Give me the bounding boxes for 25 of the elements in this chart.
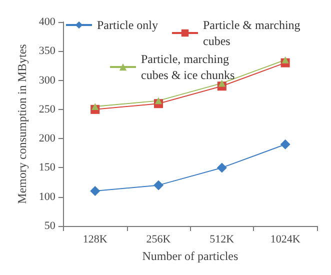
legend-label: Particle & marching cubes (203, 18, 304, 48)
y-axis-title: Memory consumption in MBytes (15, 44, 29, 204)
y-tick-label: 100 (38, 190, 56, 203)
y-tick-label: 250 (38, 103, 56, 116)
x-tick-label: 128K (82, 234, 108, 246)
point (282, 56, 289, 64)
y-tick-label: 200 (38, 132, 56, 145)
y-tick-label: 350 (38, 45, 56, 58)
y-tick-label: 50 (44, 220, 56, 232)
point (90, 186, 100, 196)
y-tick-label: 150 (38, 162, 56, 174)
y-tick-label: 400 (38, 16, 56, 28)
y-tick-label: 300 (38, 74, 56, 86)
point (218, 80, 226, 87)
x-tick-label: 512K (210, 234, 234, 246)
point (280, 139, 290, 150)
point (155, 97, 162, 104)
x-tick-label: 1024K (270, 234, 300, 246)
legend-label: Particle, marching cubes & ice chunks (141, 52, 235, 82)
point (92, 103, 99, 110)
point (216, 162, 227, 173)
point (154, 180, 164, 190)
x-axis-title: Number of particles (142, 249, 239, 263)
x-tick-label: 256K (146, 234, 171, 246)
legend-label: Particle only (97, 18, 158, 32)
